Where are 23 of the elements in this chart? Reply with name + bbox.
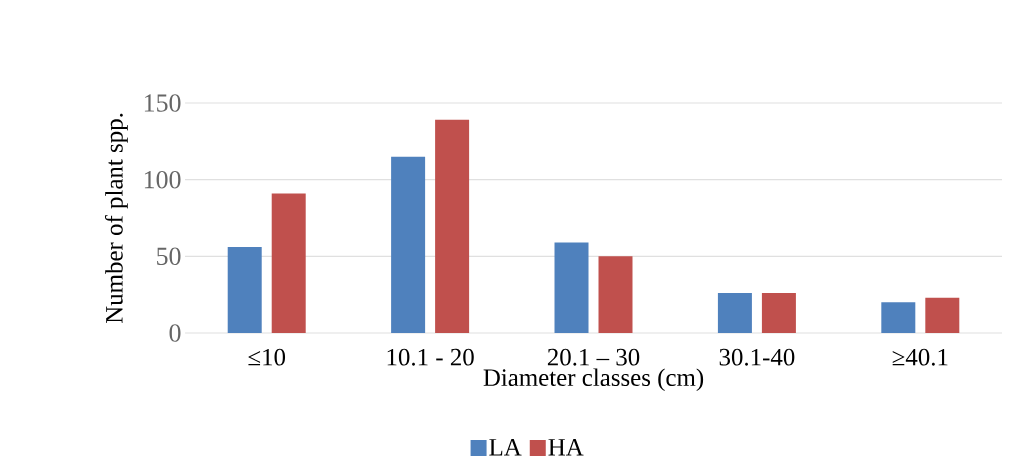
bar [554, 242, 589, 333]
y-tick-label: 50 [157, 247, 181, 266]
x-tick-label: ≥40.1 [892, 348, 948, 366]
x-tick-label: 20.1 – 30 [547, 348, 640, 366]
y-tick-label: 100 [144, 170, 181, 189]
bar [391, 156, 426, 333]
y-tick-label: 150 [144, 94, 181, 112]
bar [925, 297, 960, 333]
bar [717, 293, 752, 333]
x-axis-title: Diameter classes (cm) [483, 368, 704, 392]
x-tick-label: 30.1-40 [719, 348, 795, 366]
bar [227, 247, 262, 333]
bar [598, 256, 633, 333]
legend-label: LA [489, 439, 522, 456]
x-tick-label: ≤10 [248, 348, 286, 366]
legend-label: HA [548, 439, 584, 456]
bar [761, 293, 796, 333]
bar [881, 302, 916, 333]
bar [271, 193, 306, 333]
bar [435, 119, 470, 333]
x-tick-label: 10.1 - 20 [387, 348, 474, 366]
y-axis-title: Number of plant spp. [104, 113, 128, 324]
y-tick-label: 0 [169, 324, 181, 342]
